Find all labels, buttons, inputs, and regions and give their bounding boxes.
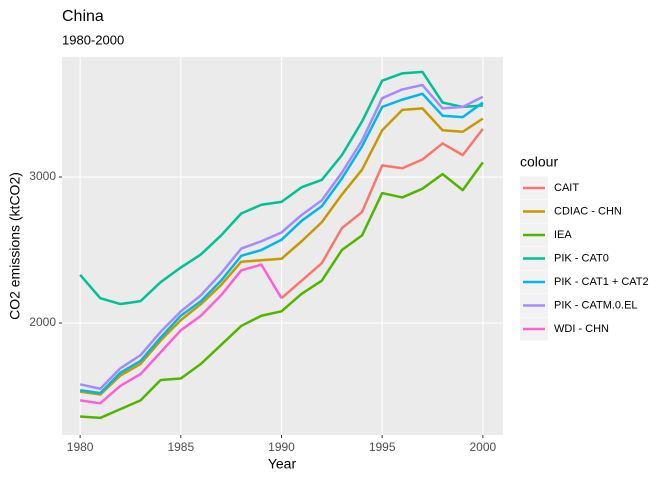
legend-label: CAIT	[554, 182, 579, 194]
legend-title: colour	[520, 154, 558, 170]
line-series	[79, 92, 484, 395]
y-axis-label: CO2 emissions (ktCO2)	[7, 172, 23, 320]
legend-label: WDI - CHN	[554, 323, 609, 335]
x-tick-label: 1990	[268, 440, 295, 454]
line-series	[79, 263, 283, 405]
x-tick-label: 1980	[67, 440, 94, 454]
line-series	[79, 107, 484, 396]
x-tick-label: 1995	[369, 440, 396, 454]
plot-panel	[62, 57, 503, 435]
legend-label: PIK - CAT0	[554, 252, 609, 264]
line-series	[79, 83, 484, 390]
x-tick-label: 1985	[167, 440, 194, 454]
legend-label: PIK - CATM.0.EL	[554, 299, 638, 311]
chart-title: China	[62, 8, 104, 25]
legend-label: IEA	[554, 229, 572, 241]
x-axis-label: Year	[268, 456, 297, 472]
chart-subtitle: 1980-2000	[62, 32, 124, 47]
x-tick-label: 2000	[470, 440, 497, 454]
line-series	[79, 70, 483, 306]
y-tick-label: 3000	[29, 169, 56, 183]
y-tick-label: 2000	[29, 315, 56, 329]
legend-label: CDIAC - CHN	[554, 205, 622, 217]
line-series	[80, 161, 484, 420]
legend-label: PIK - CAT1 + CAT2	[554, 276, 649, 288]
line-series	[280, 128, 484, 300]
